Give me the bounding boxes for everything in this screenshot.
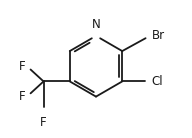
Text: N: N — [92, 18, 100, 31]
Text: F: F — [19, 90, 26, 103]
Text: Br: Br — [151, 29, 165, 42]
Text: F: F — [19, 60, 26, 73]
Text: F: F — [40, 116, 47, 129]
Text: Cl: Cl — [151, 75, 163, 88]
